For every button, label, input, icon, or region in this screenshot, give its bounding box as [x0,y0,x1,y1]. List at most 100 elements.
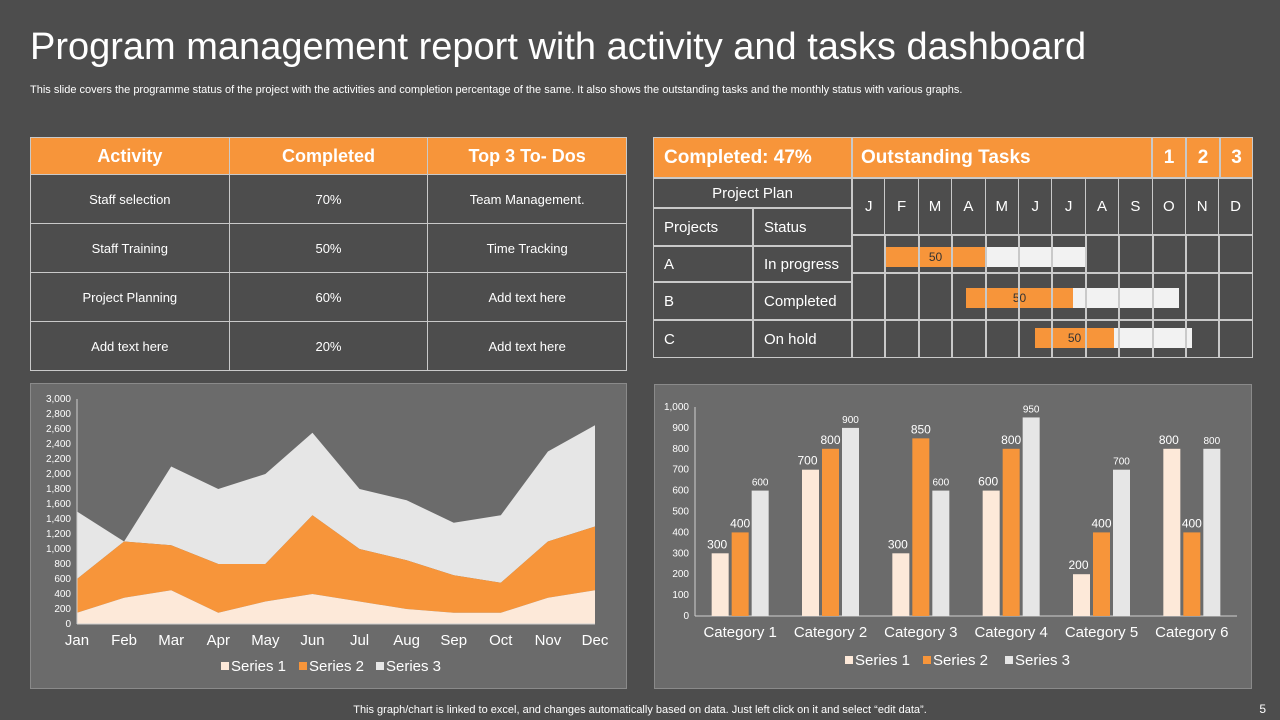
bar-series-1 [1073,574,1090,616]
x-tick-label: Jun [300,632,324,649]
completed-percentage: Completed: 47% [653,137,852,178]
legend-label: Series 3 [1015,652,1070,669]
bar-series-1 [802,469,819,616]
legend-swatch [845,656,853,664]
gantt-grid-cell [1119,320,1153,358]
y-tick-label: 500 [672,507,689,518]
completed-cell: 50% [228,223,429,273]
bar-data-label: 400 [1091,516,1111,530]
projects-column-header: Projects [653,208,753,246]
activity-cell: Add text here [30,321,230,371]
project-cell: C [653,320,753,358]
bar-series-1 [982,490,1000,616]
gantt-grid-cell [985,235,1019,273]
gantt-grid-cell [852,235,886,273]
bar-series-3 [1203,448,1221,616]
bar-series-3 [1022,417,1040,616]
gantt-grid-cell [952,320,986,358]
todo-cell: Time Tracking [427,223,627,273]
gantt-month-label: D [1219,178,1253,235]
bar-data-label: 400 [1182,516,1202,530]
x-tick-label: Sep [440,632,467,649]
gantt-grid-cell [952,235,986,273]
gantt-grid-cell [885,273,919,320]
y-tick-label: 800 [54,559,71,570]
legend-label: Series 1 [231,658,286,675]
gantt-month-label: S [1119,178,1153,235]
area-series-3 [77,425,595,583]
x-tick-label: Apr [207,632,230,649]
bar-data-label: 700 [1113,457,1130,468]
outstanding-tasks-title: Outstanding Tasks [852,137,1152,178]
y-tick-label: 1,400 [46,514,71,525]
y-tick-label: 200 [54,604,71,615]
y-tick-label: 300 [672,548,689,559]
gantt-month-label: N [1186,178,1220,235]
activity-table-header: Activity Completed Top 3 To- Dos [30,137,627,175]
gantt-grid-cell [1085,273,1120,320]
bar-series-2 [1183,532,1201,616]
gantt-grid-cell [1152,273,1186,320]
todo-cell: Add text here [427,272,627,322]
status-cell: Completed [753,282,852,320]
gantt-grid-cell [918,273,953,320]
x-tick-label: Category 2 [794,624,867,641]
y-tick-label: 1,000 [664,402,689,413]
bar-data-label: 800 [1203,436,1220,447]
y-tick-label: 2,000 [46,469,71,480]
gantt-month-label: F [885,178,919,235]
x-tick-label: Category 5 [1065,624,1138,641]
y-tick-label: 100 [672,590,689,601]
y-tick-label: 900 [672,423,689,434]
bar-data-label: 850 [911,422,931,436]
x-tick-label: Mar [158,632,184,649]
x-tick-label: Oct [489,632,513,649]
bar-series-3 [842,427,859,616]
gantt-grid-cell [1152,320,1186,358]
bar-data-label: 950 [1023,404,1040,415]
area-series-1 [77,590,595,624]
y-tick-label: 400 [54,589,71,600]
bar-data-label: 800 [1001,433,1021,447]
header-activity: Activity [30,137,230,175]
header-todos: Top 3 To- Dos [427,137,627,175]
bar-series-2 [1093,532,1110,616]
gantt-bar-c-completed: 50 [1035,328,1114,348]
activity-cell: Staff selection [30,174,230,224]
x-tick-label: Aug [393,632,420,649]
project-cell: A [653,246,753,282]
bar-series-1 [892,553,910,616]
gantt-month-label: A [1085,178,1120,235]
gantt-grid-cell [918,320,953,358]
table-row: Staff selection 70% Team Management. [30,174,627,224]
y-tick-label: 1,800 [46,484,71,495]
y-tick-label: 2,400 [46,439,71,450]
x-tick-label: Jan [65,632,89,649]
page-subtitle: This slide covers the programme status o… [30,84,963,96]
status-column-header: Status [753,208,852,246]
gantt-grid-cell [1052,320,1086,358]
completed-cell: 60% [228,272,429,322]
bar-data-label: 400 [730,516,750,530]
bar-series-1 [1163,448,1181,616]
header-completed: Completed [228,137,429,175]
bar-series-3 [1113,469,1130,616]
todo-cell: Add text here [427,321,627,371]
gantt-grid-cell [952,273,986,320]
gantt-month-label: J [1019,178,1053,235]
bar-data-label: 600 [752,478,769,489]
legend-swatch [923,656,931,664]
bar-data-label: 800 [1159,433,1179,447]
gantt-grid-cell [1085,320,1120,358]
x-tick-label: Category 1 [703,624,776,641]
legend-swatch [221,662,229,670]
activity-table: Activity Completed Top 3 To- Dos Staff s… [30,137,627,371]
legend-label: Series 3 [386,658,441,675]
gantt-grid-cell [918,235,953,273]
page-title: Program management report with activity … [30,26,1087,68]
x-tick-label: Nov [535,632,562,649]
task-number-3: 3 [1220,137,1253,178]
completed-cell: 20% [228,321,429,371]
bar-data-label: 700 [797,454,817,468]
y-tick-label: 800 [672,444,689,455]
